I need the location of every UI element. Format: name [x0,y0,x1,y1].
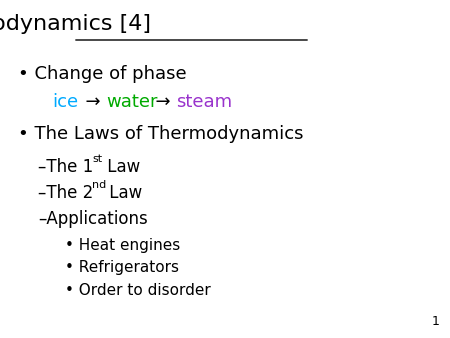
Text: water: water [106,93,158,111]
Text: –The 1: –The 1 [38,158,93,176]
Text: →: → [74,93,112,111]
Text: 1: 1 [432,315,440,328]
Text: Law: Law [102,158,140,176]
Text: steam: steam [176,93,232,111]
Text: –Applications: –Applications [38,210,148,228]
Text: →: → [144,93,182,111]
Text: • Heat engines: • Heat engines [65,238,180,253]
Text: L 19 - Thermodynamics [4]: L 19 - Thermodynamics [4] [0,14,151,34]
Text: ice: ice [52,93,78,111]
Text: • Change of phase: • Change of phase [18,65,187,83]
Text: –The 2: –The 2 [38,184,93,202]
Text: • Order to disorder: • Order to disorder [65,283,211,298]
Text: nd: nd [92,180,106,190]
Text: st: st [92,154,102,164]
Text: • The Laws of Thermodynamics: • The Laws of Thermodynamics [18,125,303,143]
Text: Law: Law [104,184,142,202]
Text: • Refrigerators: • Refrigerators [65,260,179,275]
